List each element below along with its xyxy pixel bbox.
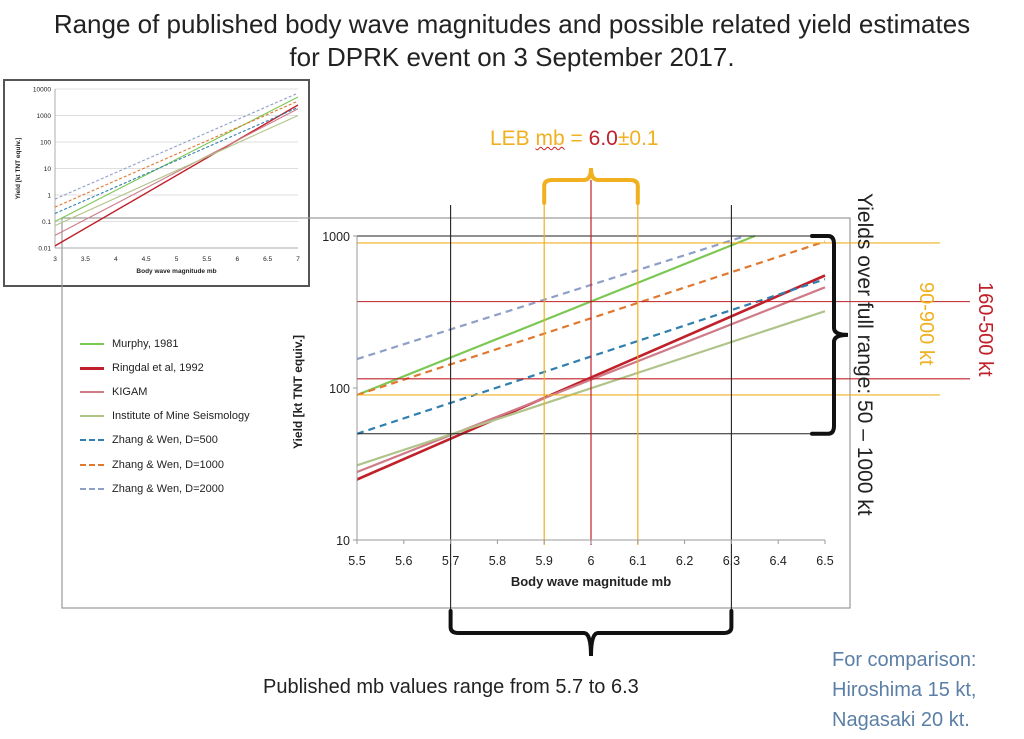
inset-x-tick-label: 5.5 [202, 256, 211, 263]
comparison-line-2: Hiroshima 15 kt, [832, 679, 977, 701]
mb-range-bracket [448, 609, 734, 657]
main-x-tick-label: 5.9 [536, 554, 553, 568]
leb-bracket [542, 167, 640, 205]
main-y-tick-label: 1000 [322, 230, 350, 244]
leb-uncertainty: ±0.1 [617, 127, 659, 150]
main-x-tick-label: 6.4 [770, 554, 787, 568]
chart-area-frame [61, 217, 851, 609]
legend-label: KIGAM [112, 386, 148, 399]
inset-y-axis-label: Yield [kt TNT equiv.] [15, 138, 22, 200]
legend-label: Institute of Mine Seismology [112, 410, 250, 423]
leb-equals: = [564, 127, 589, 150]
inset-x-axis-label: Body wave magnitude mb [136, 268, 216, 275]
inset-series-line-kigam [54, 108, 299, 236]
comparison-line-1: For comparison: [832, 649, 977, 671]
main-y-tick-label: 10 [336, 534, 350, 548]
legend-item: Institute of Mine Seismology [80, 404, 250, 428]
legend-item: KIGAM [80, 380, 250, 404]
inset-y-tick-label: 0.1 [42, 219, 51, 226]
inset-y-tick-label: 1 [47, 193, 51, 200]
main-x-tick-label: 6.2 [676, 554, 693, 568]
chart-legend: Murphy, 1981 Ringdal et al, 1992 KIGAM Inst… [80, 332, 250, 501]
inset-series-line-murphy [54, 96, 299, 222]
inset-series-line-zw500 [54, 106, 299, 215]
legend-item: Zhang & Wen, D=500 [80, 428, 250, 452]
leb-mb-label: LEB mb = 6.0±0.1 [490, 127, 659, 151]
legend-item: Zhang & Wen, D=2000 [80, 477, 250, 501]
legend-label: Zhang & Wen, D=2000 [112, 482, 225, 495]
inset-y-tick-label: 1000 [37, 113, 52, 120]
series-line-zw2000 [356, 234, 746, 361]
inset-x-tick-label: 3 [53, 256, 57, 263]
legend-swatch [80, 415, 104, 418]
comparison-line-3: Nagasaki 20 kt. [832, 709, 970, 731]
legend-swatch [80, 439, 104, 442]
legend-swatch [80, 391, 104, 394]
inset-y-tick-label: 10 [44, 166, 52, 173]
main-x-tick-label: 6.1 [629, 554, 646, 568]
leb-prefix: LEB [490, 127, 536, 150]
inset-y-tick-label: 0.01 [38, 246, 51, 253]
legend-item: Murphy, 1981 [80, 332, 250, 356]
range-90-900-annotation: 90-900 kt [915, 282, 937, 366]
main-x-tick-label: 5.7 [442, 554, 459, 568]
inset-series-line-zw2000 [54, 92, 299, 200]
main-x-tick-label: 5.6 [395, 554, 412, 568]
full-range-annotation: Yields over full range: 50 – 1000 kt [853, 193, 876, 516]
published-mb-annotation: Published mb values range from 5.7 to 6.… [263, 676, 639, 698]
series-line-murphy [356, 234, 756, 397]
inset-x-tick-label: 7 [296, 256, 300, 263]
inset-series-line-ringdal [54, 104, 299, 247]
comparison-note: For comparison: Hiroshima 15 kt, Nagasak… [832, 645, 977, 735]
inset-chart-frame [3, 79, 310, 287]
inset-series-line-ims [54, 114, 299, 227]
main-x-tick-label: 5.8 [489, 554, 506, 568]
legend-swatch [80, 366, 104, 370]
main-x-tick-label: 6.3 [723, 554, 740, 568]
main-x-tick-label: 6 [588, 554, 595, 568]
legend-label: Zhang & Wen, D=500 [112, 434, 218, 447]
legend-item: Zhang & Wen, D=1000 [80, 452, 250, 476]
inset-x-tick-label: 5 [175, 256, 179, 263]
title-line-1: Range of published body wave magnitudes … [53, 9, 971, 39]
leb-mb: mb [535, 127, 565, 150]
page-title: Range of published body wave magnitudes … [0, 8, 1024, 74]
legend-item: Ringdal et al, 1992 [80, 356, 250, 380]
legend-label: Zhang & Wen, D=1000 [112, 458, 225, 471]
inset-x-tick-label: 6.5 [263, 256, 272, 263]
inset-x-tick-label: 4.5 [142, 256, 151, 263]
main-y-tick-label: 100 [329, 382, 350, 396]
inset-x-tick-label: 3.5 [81, 256, 90, 263]
legend-swatch [80, 463, 104, 466]
legend-label: Ringdal et al, 1992 [112, 362, 204, 375]
yield-range-bracket [810, 234, 849, 436]
main-y-axis-label: Yield [kt TNT equiv.] [291, 335, 305, 449]
leb-value: 6.0 [588, 127, 618, 150]
inset-x-tick-label: 4 [114, 256, 118, 263]
legend-label: Murphy, 1981 [112, 338, 179, 351]
title-line-2: for DPRK event on 3 September 2017. [289, 42, 735, 72]
legend-swatch [80, 343, 104, 346]
main-x-tick-label: 5.5 [348, 554, 365, 568]
range-160-500-annotation: 160-500 kt [974, 282, 996, 377]
inset-series-line-zw1000 [54, 100, 299, 208]
inset-y-tick-label: 100 [40, 140, 51, 147]
inset-x-tick-label: 6 [235, 256, 239, 263]
inset-y-tick-label: 10000 [33, 87, 51, 94]
main-x-axis-label: Body wave magnitude mb [511, 574, 671, 589]
legend-swatch [80, 487, 104, 490]
main-x-tick-label: 6.5 [816, 554, 833, 568]
